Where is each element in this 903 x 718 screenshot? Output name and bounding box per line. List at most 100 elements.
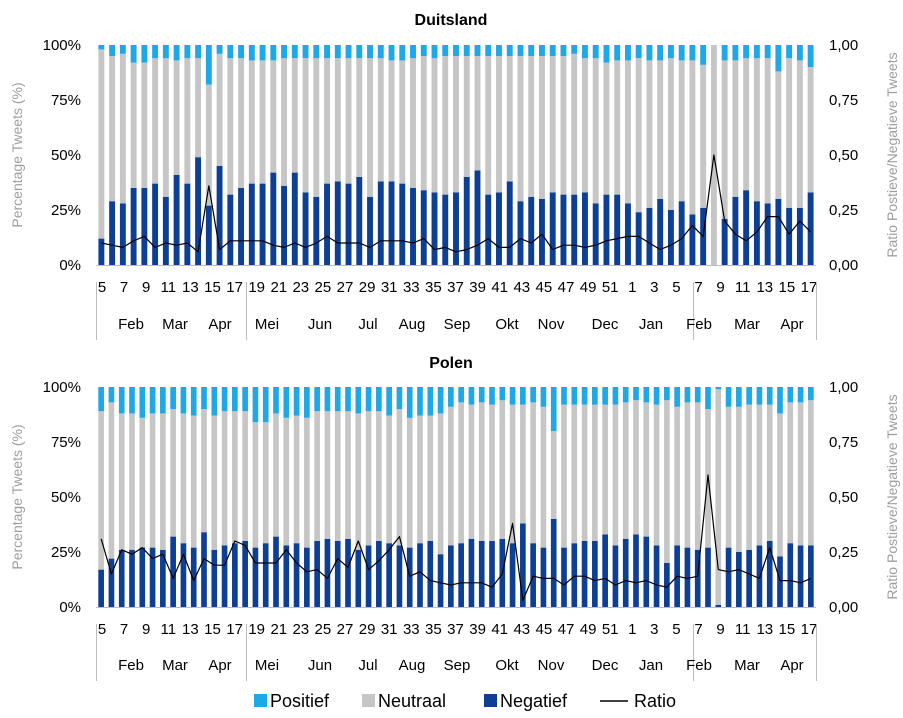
bar-negatief [736, 552, 742, 607]
bar-neutraal [118, 413, 125, 550]
bar-negatief [334, 181, 341, 265]
bar-positief [252, 387, 259, 423]
bar-neutraal [560, 56, 567, 195]
x-week-label: 13 [182, 279, 199, 296]
bar-negatief [262, 543, 269, 607]
bar-neutraal [653, 404, 660, 546]
x-month-label: Apr [780, 316, 803, 333]
bar-positief [367, 45, 373, 59]
bar-neutraal [721, 60, 728, 219]
bar-neutraal [468, 404, 475, 539]
bar-neutraal [528, 56, 535, 197]
bar-neutraal [281, 58, 288, 186]
x-week-label: 9 [142, 279, 150, 296]
bar-positief [190, 387, 197, 416]
x-week-label: 19 [248, 279, 265, 296]
y-axis-title: Percentage Tweets (%) [9, 424, 25, 569]
bar-positief [796, 45, 803, 61]
x-month-label: Nov [538, 316, 565, 333]
bar-neutraal [442, 56, 449, 195]
bar-positief [603, 45, 610, 63]
bar-negatief [119, 203, 126, 265]
y-tick-label: 0% [59, 599, 81, 616]
bar-negatief [273, 536, 279, 607]
bar-positief [334, 45, 341, 59]
bar-positief [242, 387, 248, 412]
x-month-label: Jan [639, 657, 663, 674]
bar-negatief [453, 192, 459, 265]
bar-negatief [388, 181, 395, 265]
bar-neutraal [221, 411, 228, 546]
bar-positief [624, 45, 631, 61]
bar-negatief [705, 547, 711, 607]
x-week-label: 7 [694, 621, 702, 638]
x-week-label: 15 [204, 279, 221, 296]
x-week-label: 5 [98, 621, 106, 638]
bar-negatief [743, 190, 750, 265]
bar-negatief [571, 194, 578, 265]
bar-neutraal [592, 404, 598, 541]
bar-neutraal [314, 411, 320, 541]
legend-label: Positief [270, 691, 330, 711]
bar-negatief [109, 201, 116, 265]
bar-neutraal [345, 411, 351, 539]
bar-negatief [496, 192, 502, 265]
bar-negatief [777, 556, 783, 607]
bar-negatief [293, 543, 300, 607]
bar-negatief [725, 547, 732, 607]
bar-neutraal [571, 404, 578, 544]
bar-negatief [242, 541, 248, 607]
bar-neutraal [499, 400, 506, 539]
bar-positief [201, 387, 207, 409]
bar-neutraal [478, 402, 485, 541]
y2-tick-label: 1,00 [829, 379, 858, 396]
y-axis-title: Percentage Tweets (%) [9, 82, 25, 227]
bar-negatief [270, 172, 277, 265]
x-week-label: 25 [315, 279, 332, 296]
y2-axis-title: Ratio Postieve/Negatieve Tweets [884, 52, 900, 257]
x-week-label: 11 [161, 621, 177, 638]
bar-positief [427, 387, 434, 416]
bar-neutraal [725, 406, 732, 548]
x-week-label: 35 [425, 621, 442, 638]
x-week-label: 17 [226, 279, 243, 296]
bar-positief [324, 387, 331, 412]
x-week-label: 33 [403, 621, 420, 638]
x-month-label: Jan [639, 316, 663, 333]
bar-negatief [313, 196, 320, 265]
bar-negatief [746, 549, 752, 607]
bar-positief [694, 387, 701, 403]
bar-positief [304, 387, 310, 418]
bar-positief [386, 387, 392, 416]
bar-negatief [530, 543, 536, 607]
bar-negatief [427, 541, 434, 607]
bar-positief [162, 45, 169, 59]
bar-positief [581, 387, 588, 405]
bar-positief [313, 45, 320, 59]
bar-negatief [248, 183, 255, 265]
bar-negatief [582, 192, 588, 265]
bar-neutraal [764, 58, 771, 204]
bar-positief [674, 387, 680, 407]
bar-positief [808, 387, 814, 401]
y2-tick-label: 0,25 [829, 202, 858, 219]
bar-positief [129, 387, 135, 414]
bar-negatief [458, 543, 464, 607]
bar-negatief [807, 192, 814, 265]
bar-positief [777, 387, 783, 414]
legend-label: Neutraal [378, 691, 446, 711]
bar-neutraal [437, 413, 444, 555]
x-week-label: 3 [650, 279, 658, 296]
bar-neutraal [431, 58, 438, 193]
bar-neutraal [252, 422, 259, 548]
bar-negatief [602, 534, 608, 607]
legend-swatch-icon [362, 694, 375, 707]
bar-positief [291, 45, 298, 59]
bar-positief [561, 387, 567, 405]
bar-positief [345, 387, 351, 412]
bar-neutraal [786, 58, 793, 208]
bar-positief [571, 45, 578, 54]
bar-neutraal [664, 400, 670, 563]
bar-positief [478, 387, 485, 403]
